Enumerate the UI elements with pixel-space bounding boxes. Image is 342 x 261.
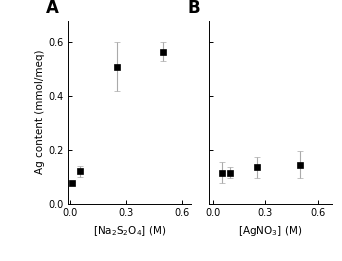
X-axis label: [Na$_2$S$_2$O$_4$] (M): [Na$_2$S$_2$O$_4$] (M): [93, 224, 166, 238]
Text: A: A: [47, 0, 59, 17]
X-axis label: [AgNO$_3$] (M): [AgNO$_3$] (M): [238, 224, 303, 238]
Y-axis label: Ag content (mmol/meq): Ag content (mmol/meq): [35, 50, 45, 175]
Text: B: B: [187, 0, 200, 17]
